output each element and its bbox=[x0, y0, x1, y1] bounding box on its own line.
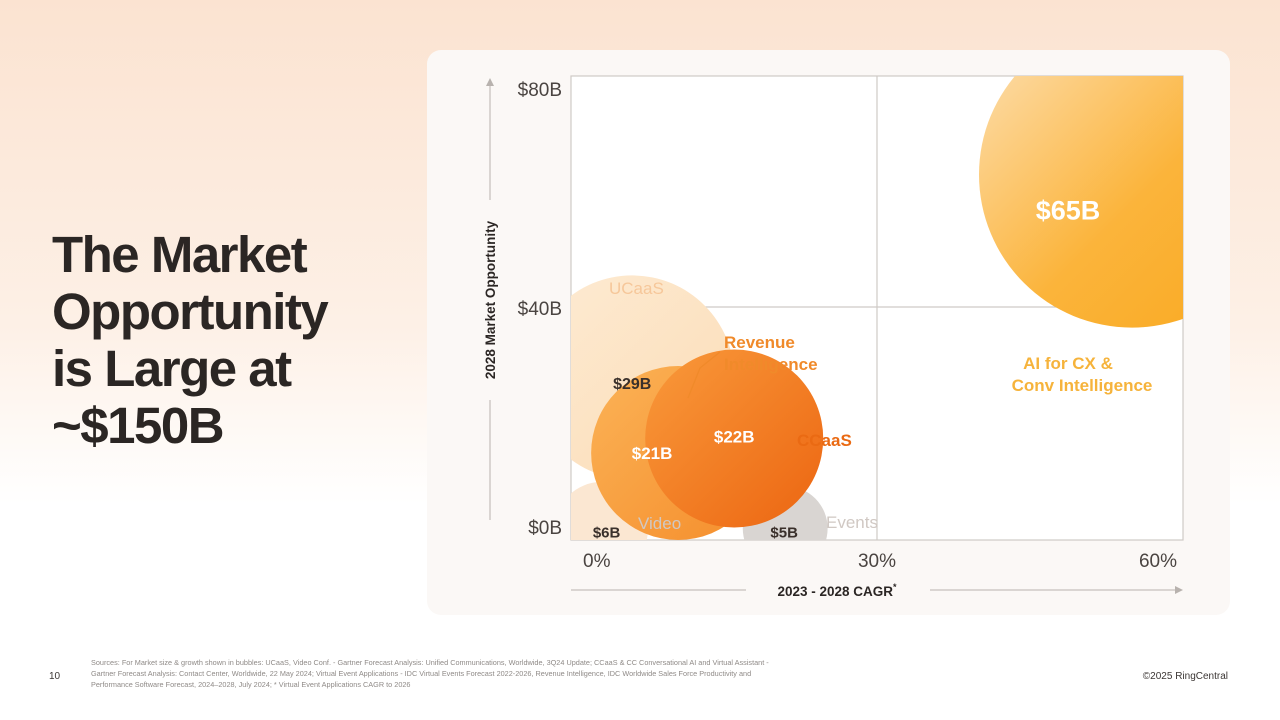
bubble-category-label: Video bbox=[638, 514, 681, 533]
bubble-value-label: $6B bbox=[593, 525, 621, 542]
y-tick-label: $0B bbox=[528, 518, 562, 539]
x-tick-label: 60% bbox=[1139, 551, 1177, 572]
y-tick-label: $40B bbox=[518, 299, 562, 320]
y-axis-label: 2028 Market Opportunity bbox=[483, 220, 498, 379]
bubble-category-label: Events bbox=[826, 513, 878, 532]
bubble-category-label: Conv Intelligence bbox=[1012, 376, 1153, 395]
y-tick-label: $80B bbox=[518, 80, 562, 101]
x-tick-label: 0% bbox=[583, 551, 611, 572]
x-axis-label: 2023 - 2028 CAGR* bbox=[777, 582, 897, 599]
bubble-category-label: Revenue bbox=[724, 333, 795, 352]
y-axis-arrowhead bbox=[486, 78, 494, 86]
bubble-category-label: UCaaS bbox=[609, 279, 664, 298]
bubble-category-label: Intelligence bbox=[724, 355, 818, 374]
slide-title: The Market Opportunity is Large at ~$150… bbox=[52, 226, 329, 454]
bubble-category-label: AI for CX & bbox=[1023, 354, 1113, 373]
bubble-value-label: $22B bbox=[714, 427, 755, 446]
bubble-category-label: CCaaS bbox=[797, 431, 852, 450]
bubbles-layer bbox=[571, 76, 1183, 540]
bubble-labels-layer: $29B $6B $5B $65B $21B $22B UCaaS Video Events AI… bbox=[593, 195, 1153, 541]
copyright: ©2025 RingCentral bbox=[1142, 671, 1228, 682]
x-tick-label: 30% bbox=[858, 551, 896, 572]
page-number: 10 bbox=[49, 671, 61, 682]
bubble-ai bbox=[979, 76, 1183, 328]
x-axis-label-text: 2023 - 2028 CAGR bbox=[777, 584, 893, 599]
x-axis-label-asterisk: * bbox=[893, 582, 897, 592]
bubble-value-label: $29B bbox=[613, 376, 651, 393]
axis-ticks: 0% 30% 60% $0B $40B $80B bbox=[518, 80, 1177, 572]
bubble-value-label: $21B bbox=[632, 444, 673, 463]
revenue-leader-line bbox=[687, 351, 721, 399]
bubble-value-label: $65B bbox=[1036, 195, 1101, 225]
bubble-value-label: $5B bbox=[770, 525, 798, 542]
sources-footnote: Sources: For Market size & growth shown … bbox=[91, 658, 769, 689]
x-axis-arrowhead bbox=[1175, 586, 1183, 594]
